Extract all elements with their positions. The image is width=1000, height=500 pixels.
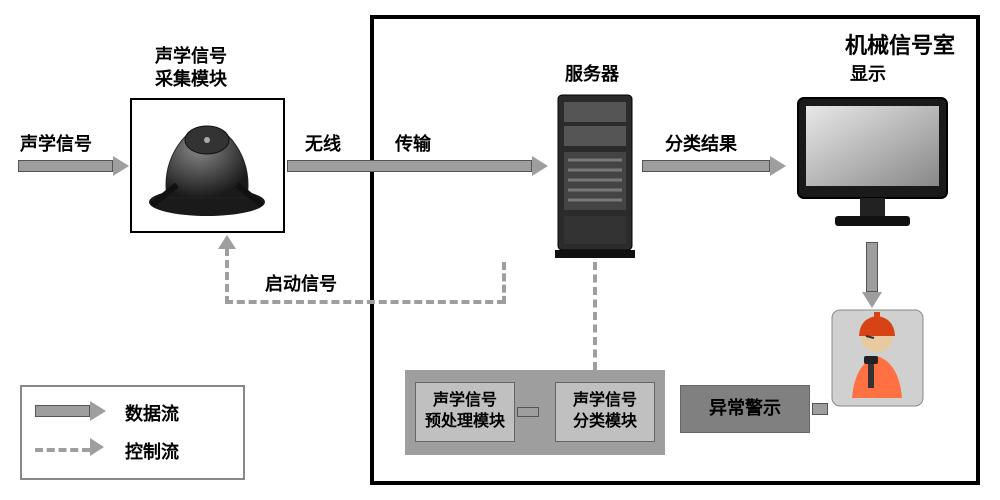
preprocessing-label: 声学信号 预处理模块 — [425, 391, 505, 433]
legend-data-label: 数据流 — [125, 400, 179, 426]
worker-icon — [830, 308, 925, 408]
arrow-wireless-head — [532, 156, 548, 176]
server-icon — [550, 90, 640, 260]
arrow-inner — [517, 407, 539, 417]
legend-dashed — [35, 448, 90, 452]
legend-solid-head — [90, 401, 106, 421]
acoustic-signal-label: 声学信号 — [20, 130, 92, 156]
arrow-to-worker — [866, 242, 878, 292]
classification-box: 声学信号 分类模块 — [555, 382, 655, 442]
legend-control-label: 控制流 — [125, 438, 179, 464]
classification-label: 声学信号 分类模块 — [573, 391, 637, 433]
acquisition-title: 声学信号 采集模块 — [155, 45, 227, 92]
arrow-result — [642, 160, 770, 172]
result-label: 分类结果 — [665, 130, 737, 156]
start-signal-label: 启动信号 — [265, 270, 337, 296]
wireless-label: 无线 — [305, 130, 341, 156]
arrow-inner-head — [539, 402, 553, 420]
sensor-icon — [142, 110, 272, 220]
display-label: 显示 — [850, 60, 886, 86]
alarm-label: 异常警示 — [709, 397, 781, 420]
alarm-box: 异常警示 — [680, 385, 810, 433]
arrow-wireless — [287, 160, 532, 172]
arrow-input-head — [113, 156, 129, 176]
ctrl-v2 — [225, 248, 229, 304]
monitor-icon — [790, 90, 955, 235]
ctrl-arrow-head — [218, 235, 236, 249]
arrow-result-head — [770, 156, 786, 176]
legend-solid-arrow — [35, 405, 90, 417]
legend-dashed-head — [90, 438, 104, 456]
room-title: 机械信号室 — [845, 28, 955, 60]
server-panel-link — [593, 262, 597, 370]
arrow-worker-alarm — [812, 403, 828, 415]
transmission-label: 传输 — [395, 130, 431, 156]
preprocessing-box: 声学信号 预处理模块 — [415, 382, 515, 442]
ctrl-h1 — [225, 300, 505, 304]
ctrl-v1 — [502, 262, 506, 304]
arrow-to-worker-head — [862, 292, 882, 308]
arrow-input — [18, 160, 113, 172]
server-label: 服务器 — [565, 60, 619, 86]
